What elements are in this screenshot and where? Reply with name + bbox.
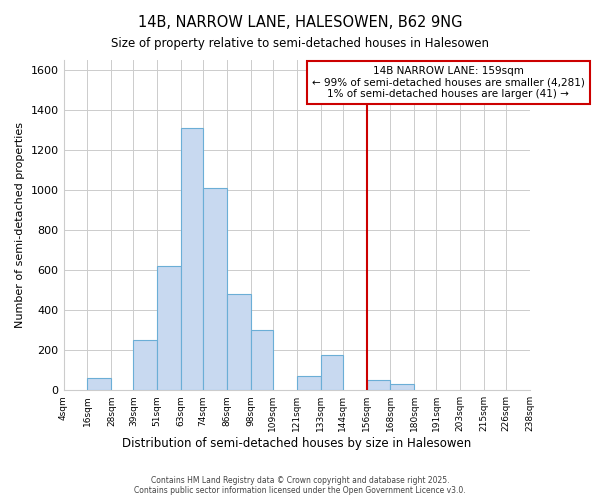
Bar: [367, 380, 391, 390]
Y-axis label: Number of semi-detached properties: Number of semi-detached properties: [15, 122, 25, 328]
Text: Size of property relative to semi-detached houses in Halesowen: Size of property relative to semi-detach…: [111, 38, 489, 51]
Text: 14B NARROW LANE: 159sqm
← 99% of semi-detached houses are smaller (4,281)
1% of : 14B NARROW LANE: 159sqm ← 99% of semi-de…: [312, 66, 585, 99]
Bar: [133, 340, 157, 390]
Text: Contains HM Land Registry data © Crown copyright and database right 2025.
Contai: Contains HM Land Registry data © Crown c…: [134, 476, 466, 495]
Bar: [321, 355, 343, 390]
Bar: [181, 128, 203, 390]
Bar: [88, 378, 112, 390]
Bar: [227, 294, 251, 390]
X-axis label: Distribution of semi-detached houses by size in Halesowen: Distribution of semi-detached houses by …: [122, 437, 472, 450]
Text: 14B, NARROW LANE, HALESOWEN, B62 9NG: 14B, NARROW LANE, HALESOWEN, B62 9NG: [138, 15, 462, 30]
Bar: [157, 266, 181, 390]
Bar: [297, 376, 321, 390]
Bar: [251, 330, 273, 390]
Bar: [203, 188, 227, 390]
Bar: [391, 384, 415, 390]
